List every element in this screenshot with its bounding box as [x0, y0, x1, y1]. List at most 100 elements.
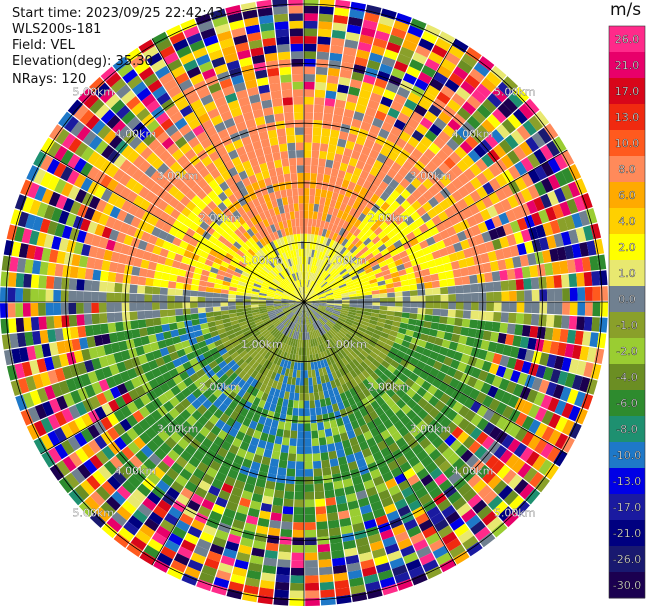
velocity-gate	[191, 279, 199, 286]
velocity-gate	[213, 302, 221, 306]
velocity-gate	[561, 274, 570, 287]
velocity-gate	[318, 544, 331, 553]
velocity-gate	[317, 536, 329, 545]
velocity-gate	[380, 293, 388, 297]
velocity-gate	[304, 332, 306, 340]
range-ring-label: 3.00km	[410, 170, 452, 183]
velocity-gate	[281, 521, 292, 529]
velocity-gate	[304, 82, 315, 90]
velocity-gate	[84, 303, 92, 314]
colorbar-tick-label: 21.0	[615, 59, 640, 72]
velocity-gate	[312, 150, 320, 158]
velocity-gate	[320, 582, 334, 591]
velocity-gate	[312, 446, 320, 454]
velocity-gate	[416, 320, 425, 327]
velocity-gate	[145, 318, 154, 326]
velocity-gate	[221, 294, 229, 298]
velocity-gate	[130, 320, 139, 329]
velocity-gate	[321, 406, 328, 414]
velocity-gate	[285, 483, 295, 491]
velocity-gate	[296, 226, 300, 234]
velocity-gate	[168, 281, 176, 288]
velocity-gate	[299, 401, 304, 409]
velocity-gate	[448, 302, 456, 309]
velocity-gate	[569, 316, 578, 330]
velocity-gate	[184, 277, 193, 284]
velocity-gate	[276, 428, 284, 437]
velocity-gate	[330, 129, 340, 138]
velocity-gate	[304, 150, 311, 158]
velocity-gate	[304, 401, 309, 409]
velocity-gate	[145, 278, 154, 286]
velocity-gate	[294, 492, 304, 500]
velocity-gate	[170, 329, 179, 337]
velocity-gate	[16, 318, 25, 332]
velocity-gate	[70, 327, 79, 339]
velocity-gate	[8, 272, 17, 287]
range-ring-label: 1.00km	[325, 338, 367, 351]
velocity-gate	[576, 273, 585, 287]
velocity-gate	[562, 302, 570, 315]
velocity-gate	[387, 306, 395, 311]
velocity-gate	[302, 256, 304, 264]
velocity-gate	[290, 583, 304, 591]
range-ring-label: 4.00km	[452, 465, 494, 478]
velocity-gate	[468, 328, 477, 338]
velocity-gate	[304, 142, 312, 150]
velocity-gate	[84, 314, 92, 325]
velocity-gate	[539, 302, 547, 314]
velocity-gate	[342, 300, 350, 302]
velocity-gate	[508, 313, 516, 324]
velocity-gate	[314, 204, 320, 212]
velocity-gate	[330, 535, 342, 544]
velocity-gate	[68, 291, 76, 302]
velocity-gate	[0, 287, 8, 302]
range-ring-label: 2.00km	[368, 380, 410, 393]
velocity-gate	[84, 280, 92, 291]
velocity-gate	[599, 270, 608, 285]
velocity-gate	[279, 67, 291, 75]
velocity-gate	[61, 278, 69, 290]
velocity-gate	[471, 302, 479, 310]
velocity-gate	[290, 36, 303, 44]
velocity-gate	[547, 302, 555, 314]
velocity-gate	[302, 264, 304, 272]
velocity-gate	[152, 310, 160, 318]
velocity-gate	[305, 560, 318, 568]
velocity-gate	[38, 303, 46, 316]
velocity-gate	[275, 21, 289, 30]
velocity-gate	[570, 288, 578, 301]
velocity-gate	[403, 302, 411, 307]
velocity-gate	[317, 529, 329, 537]
velocity-gate	[433, 302, 441, 309]
velocity-gate	[388, 302, 396, 306]
velocity-gate	[292, 545, 304, 553]
velocity-gate	[327, 512, 338, 521]
velocity-gate	[236, 295, 244, 299]
velocity-gate	[387, 288, 395, 293]
velocity-gate	[501, 312, 509, 322]
velocity-gate	[283, 105, 293, 113]
velocity-gate	[317, 174, 324, 182]
velocity-gate	[310, 181, 316, 189]
velocity-gate	[517, 290, 525, 301]
velocity-gate	[278, 52, 291, 61]
velocity-gate	[279, 182, 286, 191]
velocity-gate	[137, 294, 145, 302]
velocity-gate	[283, 499, 293, 507]
velocity-gate	[285, 181, 292, 189]
velocity-gate	[46, 316, 55, 329]
velocity-gate	[129, 303, 137, 311]
velocity-gate	[137, 311, 145, 319]
range-ring-label: 5.00km	[73, 507, 115, 520]
velocity-gate	[320, 445, 328, 453]
velocity-gate	[325, 497, 336, 506]
velocity-gate	[100, 323, 109, 334]
velocity-gate	[114, 293, 122, 302]
velocity-gate	[161, 273, 170, 281]
range-ring-label: 4.00km	[452, 127, 494, 140]
velocity-gate	[304, 173, 310, 181]
velocity-gate	[213, 293, 221, 298]
velocity-gate	[145, 311, 153, 319]
velocity-gate	[425, 308, 433, 315]
